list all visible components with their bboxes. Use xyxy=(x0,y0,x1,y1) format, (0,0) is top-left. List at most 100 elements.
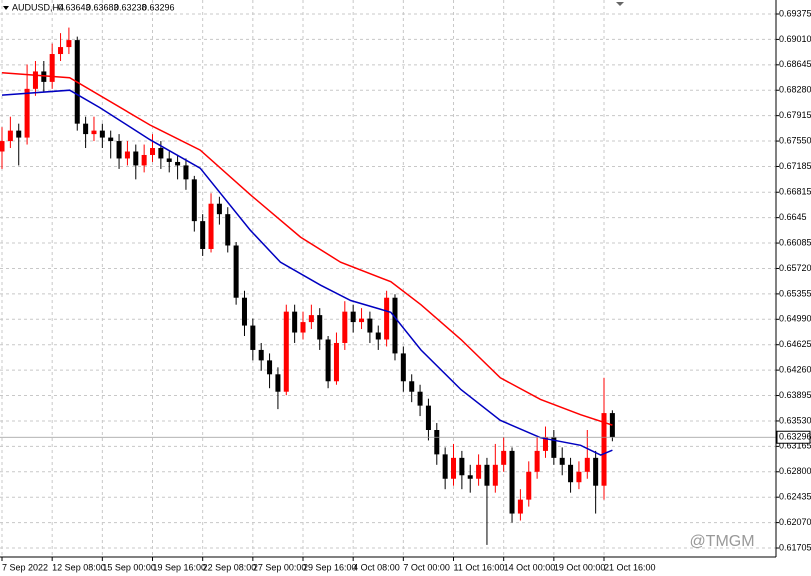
candle-body xyxy=(384,297,390,340)
moving-average xyxy=(1,72,613,426)
header: AUDUSD,H4 0.63643 0.63683 0.63238 0.6329… xyxy=(3,2,175,12)
candle-body xyxy=(317,315,323,340)
candle-body xyxy=(517,499,523,514)
candle-body xyxy=(359,318,365,323)
x-tick-label: 7 Sep 2022 xyxy=(2,562,48,572)
y-tick-label: 0.64260 xyxy=(779,365,811,375)
y-tick-label: 0.65720 xyxy=(779,263,811,273)
y-tick-label: 0.63530 xyxy=(779,415,811,425)
ohlc-high: 0.63683 xyxy=(86,2,119,12)
candle-body xyxy=(275,374,281,392)
y-tick-label: 0.67550 xyxy=(779,135,811,145)
candle-body xyxy=(559,457,565,465)
candle-body xyxy=(233,245,239,298)
candle-body xyxy=(166,158,172,162)
candle-body xyxy=(325,339,331,382)
x-tick-label: 27 Sep 00:00 xyxy=(253,562,307,572)
y-tick-label: 0.66085 xyxy=(779,237,811,247)
candle-body xyxy=(158,148,164,159)
y-tick-label: 0.65355 xyxy=(779,288,811,298)
candle-body xyxy=(342,311,348,343)
y-tick-label: 0.62435 xyxy=(779,492,811,502)
price-label: 0.63296 xyxy=(779,432,811,442)
candle-body xyxy=(409,381,415,392)
candle-body xyxy=(484,464,490,486)
candle-body xyxy=(183,165,189,180)
candle-body xyxy=(308,315,314,323)
candle-body xyxy=(400,353,406,382)
candle-body xyxy=(108,137,114,142)
candle-body xyxy=(258,349,264,361)
candle-body xyxy=(425,405,431,431)
candle-body xyxy=(208,203,214,249)
x-tick-label: 15 Sep 00:00 xyxy=(102,562,156,572)
x-tick-label: 19 Sep 16:00 xyxy=(153,562,207,572)
y-tick-label: 0.69010 xyxy=(779,34,811,44)
candle-body xyxy=(551,436,557,458)
candle-body xyxy=(350,311,356,323)
y-tick-label: 0.6645 xyxy=(779,212,807,222)
y-tick-label: 0.67915 xyxy=(779,110,811,120)
candle-body xyxy=(216,203,222,215)
candle-body xyxy=(584,457,590,472)
candle-body xyxy=(191,179,197,222)
candle-body xyxy=(333,342,339,382)
candle-body xyxy=(542,436,548,451)
candle-body xyxy=(534,450,540,472)
watermark: @TMGM xyxy=(689,533,754,550)
candle-body xyxy=(442,454,448,479)
candle-body xyxy=(434,430,440,455)
x-tick-label: 4 Oct 08:00 xyxy=(353,562,400,572)
y-tick-label: 0.67185 xyxy=(779,161,811,171)
candle-body xyxy=(16,130,22,138)
x-tick-label: 14 Oct 00:00 xyxy=(504,562,556,572)
candle-body xyxy=(141,154,147,166)
ohlc-open: 0.63643 xyxy=(58,2,91,12)
candle-body xyxy=(267,360,273,375)
candle-body xyxy=(593,457,599,486)
moving-average xyxy=(1,89,613,456)
candle-body xyxy=(283,311,289,392)
candle-body xyxy=(116,141,122,159)
x-tick-label: 7 Oct 00:00 xyxy=(403,562,450,572)
candle-body xyxy=(367,318,373,333)
ohlc-close: 0.63296 xyxy=(142,2,175,12)
header-arrow xyxy=(3,6,9,10)
candle-body xyxy=(501,450,507,465)
candle-body xyxy=(451,457,457,479)
x-tick-label: 21 Oct 16:00 xyxy=(604,562,656,572)
candle-body xyxy=(66,40,72,48)
candle-body xyxy=(476,464,482,479)
plot xyxy=(0,27,776,545)
candle-body xyxy=(417,391,423,406)
candle-body xyxy=(568,464,574,483)
y-tick-label: 0.68280 xyxy=(779,85,811,95)
candle-body xyxy=(124,151,130,159)
candle-body xyxy=(200,221,206,249)
x-tick-label: 29 Sep 16:00 xyxy=(303,562,357,572)
candle-body xyxy=(392,297,398,354)
x-tick-label: 11 Oct 16:00 xyxy=(454,562,505,572)
shift-marker xyxy=(616,2,624,6)
candle-body xyxy=(467,475,473,479)
symbol: AUDUSD,H4 xyxy=(12,2,64,12)
x-tick-label: 22 Sep 08:00 xyxy=(203,562,257,572)
y-tick-label: 0.62070 xyxy=(779,517,811,527)
candle-body xyxy=(241,297,247,326)
x-tick-label: 12 Sep 08:00 xyxy=(52,562,106,572)
candle-body xyxy=(58,47,64,55)
y-tick-label: 0.68645 xyxy=(779,59,811,69)
candle-body xyxy=(83,123,89,135)
candle-body xyxy=(32,71,38,89)
candle-body xyxy=(24,88,30,138)
y-tick-label: 0.64625 xyxy=(779,339,811,349)
candle-body xyxy=(576,471,582,483)
candle-body xyxy=(41,71,47,82)
candle-body xyxy=(225,214,231,246)
candle-body xyxy=(526,471,532,500)
candle-body xyxy=(492,464,498,486)
y-tick-label: 0.69375 xyxy=(779,8,811,18)
ohlc-low: 0.63238 xyxy=(114,2,147,12)
